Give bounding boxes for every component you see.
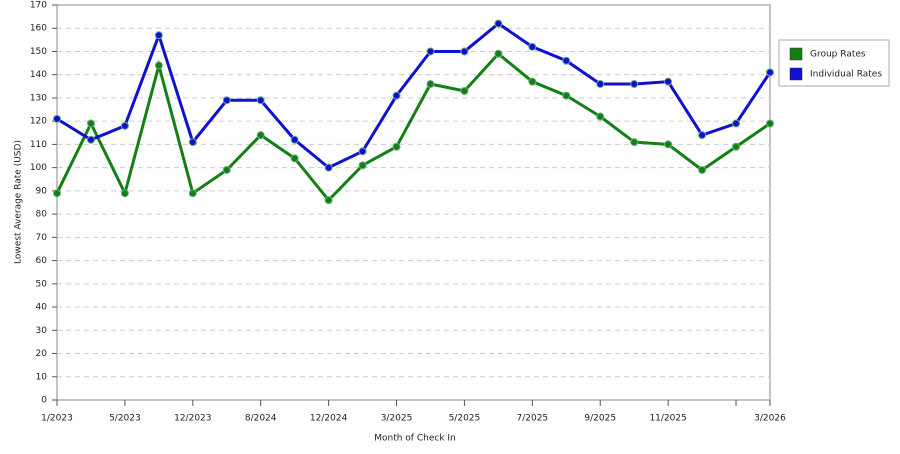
x-tick-label: 3/2025 (381, 414, 413, 424)
y-tick-label: 70 (36, 233, 48, 243)
series-line (56, 21, 772, 170)
data-point (732, 119, 741, 128)
data-point (596, 80, 605, 88)
data-point (460, 47, 469, 56)
data-point (528, 42, 537, 51)
y-tick-label: 170 (30, 1, 47, 11)
data-point (392, 142, 401, 151)
data-point (460, 86, 469, 95)
legend-label: Group Rates (810, 50, 866, 60)
data-point (324, 163, 333, 172)
data-point (698, 165, 707, 174)
y-tick-label: 60 (36, 256, 48, 266)
data-point (222, 96, 231, 105)
data-point (154, 31, 163, 40)
y-tick-label: 40 (36, 303, 48, 313)
data-point (426, 80, 435, 88)
y-tick-label: 110 (30, 140, 47, 150)
legend-swatch (789, 47, 803, 61)
x-tick-label: 12/2024 (310, 414, 348, 424)
y-tick-label: 140 (30, 70, 47, 80)
y-tick-label: 160 (30, 24, 47, 34)
y-tick-label: 150 (30, 47, 47, 57)
data-point (664, 140, 673, 149)
x-tick-label: 9/2025 (584, 414, 616, 424)
data-point (426, 47, 435, 56)
y-tick-label: 90 (36, 186, 48, 196)
data-point (86, 135, 95, 144)
x-tick-label: 5/2023 (109, 414, 141, 424)
data-point (732, 142, 741, 151)
x-axis-label: Month of Check In (374, 434, 456, 444)
data-point (120, 121, 129, 130)
y-tick-label: 120 (30, 117, 47, 127)
data-point (358, 161, 367, 170)
data-point (256, 131, 265, 140)
data-point (86, 119, 95, 128)
data-point (494, 19, 503, 28)
y-tick-label: 30 (36, 326, 48, 336)
data-point (562, 91, 571, 100)
y-tick-label: 80 (36, 210, 48, 220)
x-tick-label: 8/2024 (245, 414, 277, 424)
x-tick-label: 7/2025 (516, 414, 548, 424)
y-axis-label: Lowest Average Rate (USD) (14, 140, 24, 264)
data-point (222, 165, 231, 174)
data-point (698, 131, 707, 140)
data-point (562, 56, 571, 65)
data-point (290, 154, 299, 163)
data-point (188, 189, 197, 198)
data-point (596, 112, 605, 121)
x-tick-label: 12/2023 (174, 414, 211, 424)
data-point (630, 138, 639, 147)
data-point (630, 80, 639, 88)
data-point (358, 147, 367, 156)
plot-area (56, 4, 771, 401)
data-point (392, 91, 401, 100)
y-tick-label: 50 (36, 279, 48, 289)
data-point (256, 96, 265, 105)
x-tick-label: 3/2026 (754, 414, 786, 424)
x-tick-label: 1/2023 (41, 414, 73, 424)
data-point (766, 119, 774, 128)
y-tick-label: 0 (41, 396, 47, 406)
data-point (120, 189, 129, 198)
legend-swatch (789, 67, 803, 81)
y-tick-label: 100 (30, 163, 47, 173)
series-line (55, 51, 771, 203)
data-point (53, 114, 61, 123)
data-point (766, 68, 774, 77)
data-point (664, 77, 673, 86)
data-point (154, 61, 163, 70)
y-tick-label: 10 (36, 372, 48, 382)
x-tick-label: 11/2025 (649, 414, 686, 424)
data-point (188, 138, 197, 147)
y-tick-label: 20 (36, 349, 48, 359)
data-point (528, 77, 537, 86)
data-point (324, 196, 333, 205)
data-point (290, 135, 299, 144)
data-point (53, 189, 61, 198)
legend-label: Individual Rates (810, 70, 882, 80)
x-tick-label: 5/2025 (449, 414, 481, 424)
data-point (494, 49, 503, 58)
y-tick-label: 130 (30, 93, 47, 103)
